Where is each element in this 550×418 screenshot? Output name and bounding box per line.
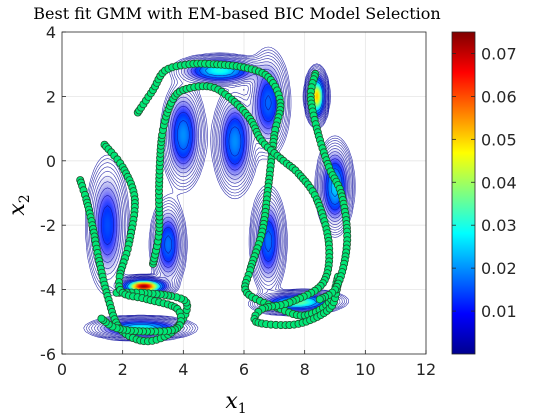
x-tick-label: 8 [300, 360, 310, 379]
trajectory-point [315, 295, 324, 304]
chart-title: Best fit GMM with EM-based BIC Model Sel… [33, 4, 440, 23]
y-tick-label: -6 [40, 345, 56, 364]
y-tick-label: 4 [46, 23, 56, 42]
colorbar-tick-label: 0.04 [481, 173, 517, 192]
colorbar-tick-label: 0.06 [481, 87, 517, 106]
y-tick-label: 0 [46, 152, 56, 171]
x-axis-ticks: 0 2 4 6 8 10 12 [57, 350, 436, 379]
colorbar-tick-label: 0.07 [481, 44, 517, 63]
colorbar-gradient [451, 31, 476, 355]
x-axis-label-main: x [225, 389, 238, 414]
x-tick-label: 2 [118, 360, 128, 379]
colorbar-ticks: 0.01 0.02 0.03 0.04 0.05 0.06 0.07 [452, 44, 517, 321]
x-axis-label: x1 [225, 389, 246, 417]
y-axis-label: x2 [5, 194, 33, 215]
y-axis-label-main: x [5, 203, 30, 216]
colorbar-tick-label: 0.05 [481, 130, 517, 149]
y-axis-label-sub: 2 [17, 194, 33, 203]
y-tick-label: 2 [46, 87, 56, 106]
colorbar-tick-label: 0.01 [481, 302, 517, 321]
x-tick-label: 4 [178, 360, 188, 379]
y-axis-ticks: -6 -4 -2 0 2 4 [40, 23, 66, 364]
plot-area [61, 31, 427, 355]
x-tick-label: 10 [355, 360, 375, 379]
colorbar: 0.01 0.02 0.03 0.04 0.05 0.06 0.07 [451, 31, 517, 355]
x-tick-label: 6 [239, 360, 249, 379]
x-tick-label: 12 [416, 360, 436, 379]
x-tick-label: 0 [57, 360, 67, 379]
trajectory-point [97, 314, 106, 323]
colorbar-tick-label: 0.02 [481, 259, 517, 278]
x-axis-label-sub: 1 [238, 401, 247, 417]
colorbar-tick-label: 0.03 [481, 216, 517, 235]
trajectory-markers [76, 59, 352, 346]
y-tick-label: -4 [40, 281, 56, 300]
y-tick-label: -2 [40, 216, 56, 235]
